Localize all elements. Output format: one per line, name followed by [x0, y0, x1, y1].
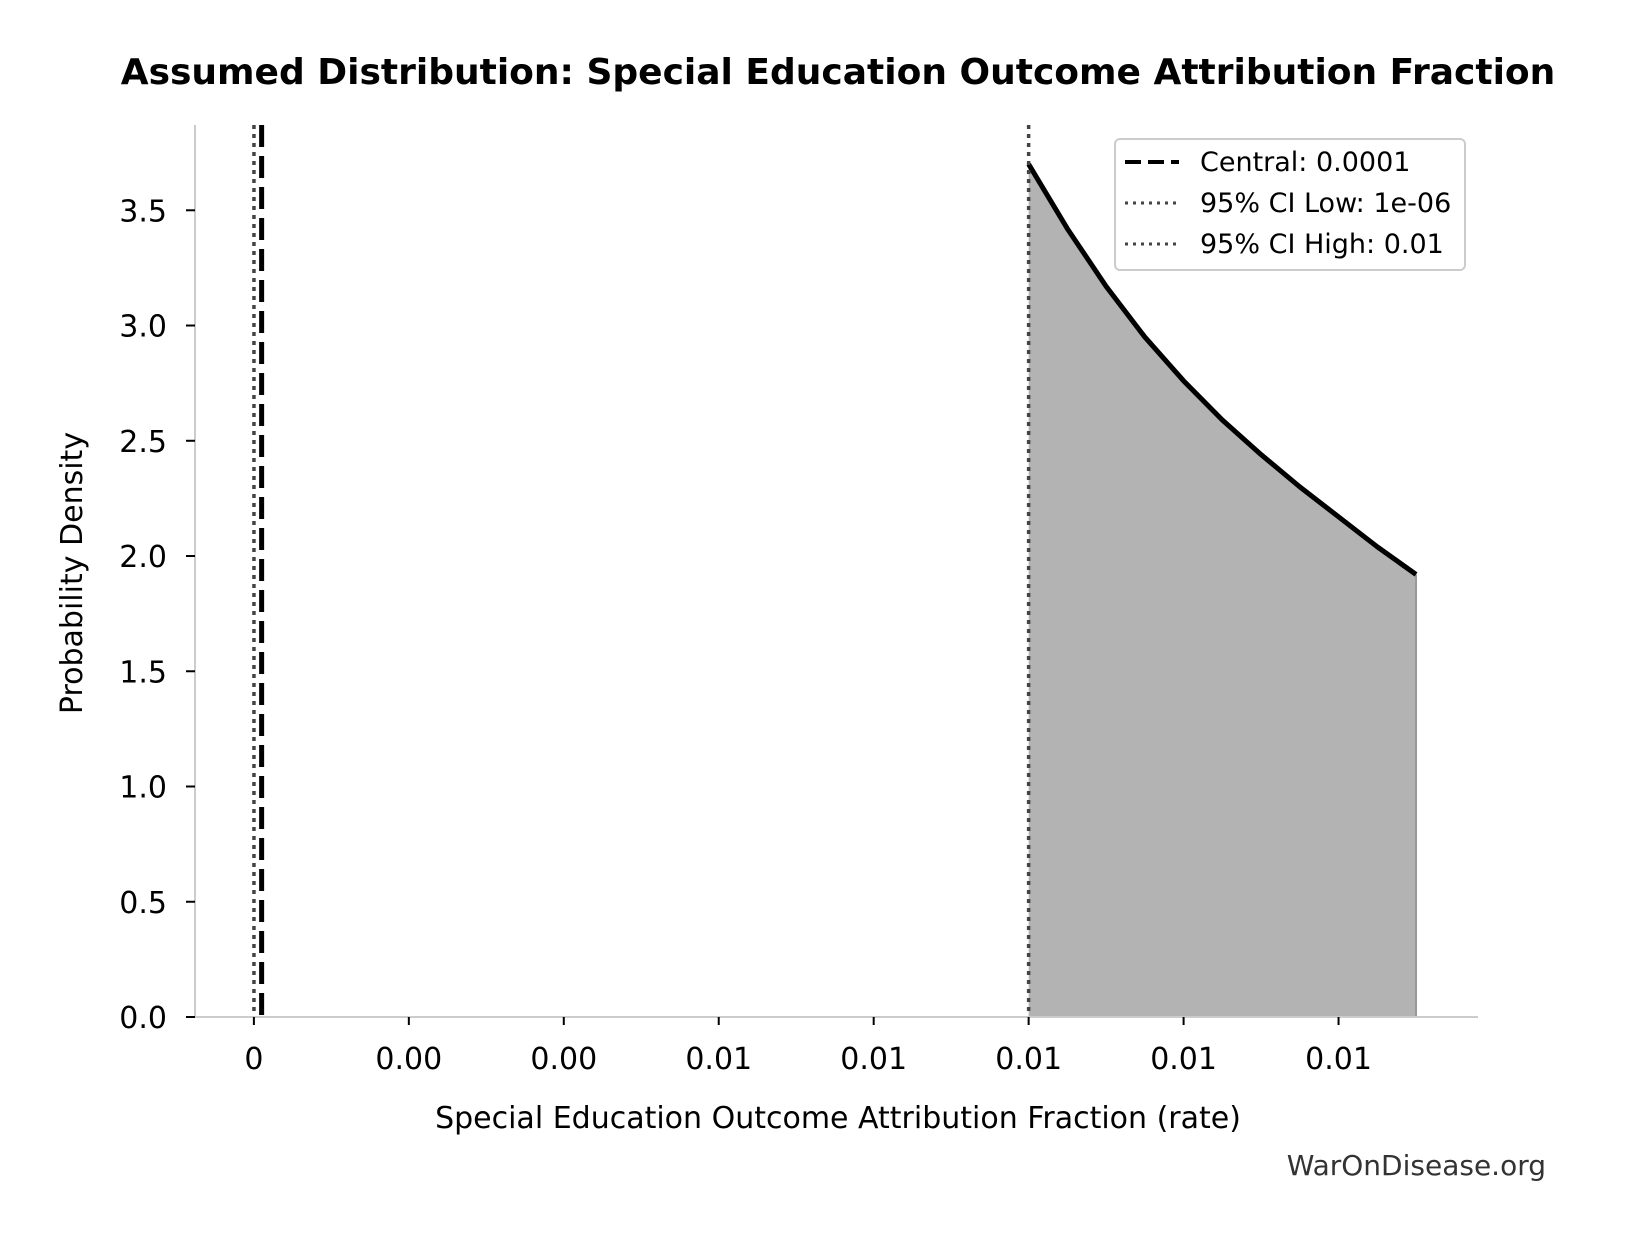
x-tick-label: 0.01	[1305, 1042, 1372, 1077]
legend-ci-high-label: 95% CI High: 0.01	[1200, 229, 1444, 260]
x-tick-label: 0.01	[1150, 1042, 1217, 1077]
x-axis-label: Special Education Outcome Attribution Fr…	[435, 1101, 1241, 1136]
y-tick-label: 3.5	[119, 194, 167, 229]
chart-title: Assumed Distribution: Special Education …	[121, 52, 1556, 93]
x-tick-label: 0.01	[685, 1042, 752, 1077]
y-tick-label: 1.5	[119, 655, 167, 690]
legend-box	[1114, 138, 1466, 271]
y-tick-label: 1.0	[119, 771, 167, 806]
y-tick-label: 0.5	[119, 886, 167, 921]
watermark: WarOnDisease.org	[1287, 1149, 1546, 1182]
x-tick-label: 0.00	[530, 1042, 597, 1077]
y-axis-ticks: 0.0 0.5 1.0 1.5 2.0 2.5 3.0 3.5	[119, 194, 195, 1036]
x-tick-label: 0	[244, 1042, 263, 1077]
x-tick-label: 0.01	[995, 1042, 1062, 1077]
density-fill	[1028, 164, 1417, 1017]
x-tick-label: 0.01	[840, 1042, 907, 1077]
plot-area	[252, 125, 1418, 1017]
y-axis-label: Probability Density	[55, 432, 90, 714]
legend: Central: 0.0001 95% CI Low: 1e-06 95% CI…	[1114, 138, 1466, 271]
legend-ci-low-label: 95% CI Low: 1e-06	[1200, 188, 1451, 219]
legend-central-label: Central: 0.0001	[1200, 147, 1410, 178]
y-tick-label: 0.0	[119, 1001, 167, 1036]
x-tick-label: 0.00	[375, 1042, 442, 1077]
x-axis-ticks: 0 0.00 0.00 0.01 0.01 0.01 0.01 0.01	[244, 1017, 1372, 1077]
y-tick-label: 2.0	[119, 540, 167, 575]
density-line	[1026, 162, 1418, 577]
y-tick-label: 2.5	[119, 425, 167, 460]
y-tick-label: 3.0	[119, 310, 167, 345]
